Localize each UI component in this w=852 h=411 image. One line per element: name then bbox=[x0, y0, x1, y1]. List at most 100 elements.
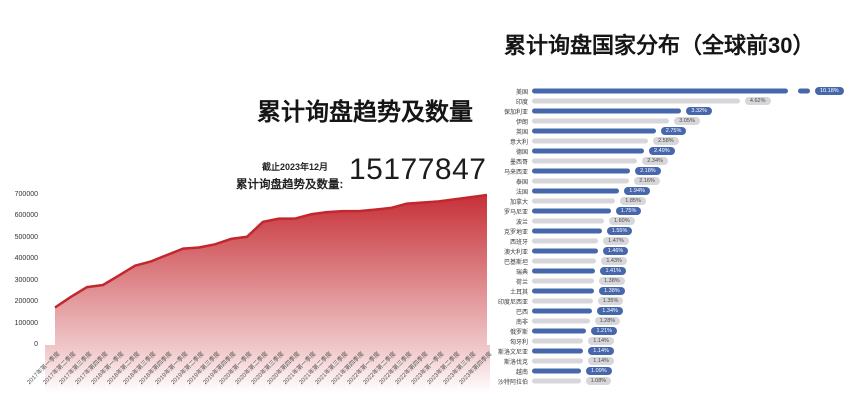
value-badge: 1.85% bbox=[620, 197, 646, 205]
bar-row: 克罗地亚 1.55% bbox=[495, 226, 850, 236]
value-badge: 3.32% bbox=[686, 107, 712, 115]
y-tick-label: 200000 bbox=[14, 298, 38, 306]
bar-row: 西班牙 1.47% bbox=[495, 236, 850, 246]
value-badge: 2.34% bbox=[642, 157, 668, 165]
bar-chart: 美国 10.18% 印度 4.62% 保加利亚 3.32% 伊朗 3.05% 英国 2.75% 意大… bbox=[495, 86, 850, 386]
bar bbox=[532, 258, 597, 264]
bar-track: 1.38% bbox=[532, 286, 850, 296]
bar bbox=[532, 378, 581, 384]
value-badge: 2.49% bbox=[649, 147, 675, 155]
value-badge: 1.46% bbox=[602, 247, 629, 255]
bar bbox=[532, 88, 788, 94]
bar-row: 意大利 2.58% bbox=[495, 136, 850, 146]
as-of-label: 截止2023年12月 bbox=[262, 162, 329, 172]
bar-track: 1.34% bbox=[532, 306, 850, 316]
bar bbox=[532, 218, 604, 224]
bar-track: 2.16% bbox=[532, 176, 850, 186]
bar-row-label: 波兰 bbox=[515, 219, 528, 226]
bar-break-segment bbox=[798, 88, 810, 94]
value-badge: 1.09% bbox=[586, 367, 612, 375]
trend-chart-title: 累计询盘趋势及数量 bbox=[257, 99, 473, 126]
bar-row: 保加利亚 3.32% bbox=[495, 106, 850, 116]
value-badge: 1.28% bbox=[594, 317, 621, 325]
bar-row: 土耳其 1.38% bbox=[495, 286, 850, 296]
bar-row-label: 荷兰 bbox=[515, 279, 528, 286]
value-badge: 2.58% bbox=[653, 137, 679, 145]
bar-row-label: 巴基斯坦 bbox=[503, 259, 528, 266]
bar-row: 伊朗 3.05% bbox=[495, 116, 850, 126]
bar-row-label: 墨西哥 bbox=[509, 159, 528, 166]
value-badge: 3.05% bbox=[674, 117, 700, 125]
bar-row-label: 美国 bbox=[515, 89, 528, 96]
value-badge: 4.62% bbox=[744, 97, 771, 105]
value-badge: 2.75% bbox=[660, 127, 687, 135]
bar-row: 沙特阿拉伯 1.08% bbox=[495, 376, 850, 386]
bar-row: 巴基斯坦 1.43% bbox=[495, 256, 850, 266]
bar-track: 1.94% bbox=[532, 186, 850, 196]
stat-value: 15177847 bbox=[349, 153, 487, 186]
value-badge: 2.18% bbox=[635, 167, 661, 175]
bar-row: 英国 2.75% bbox=[495, 126, 850, 136]
bar-row-label: 澳大利亚 bbox=[503, 249, 528, 256]
bar-track: 1.21% bbox=[532, 326, 850, 336]
value-badge: 1.38% bbox=[599, 287, 625, 295]
bar-track: 1.09% bbox=[532, 366, 850, 376]
bar bbox=[532, 298, 593, 304]
bar-track: 1.14% bbox=[532, 356, 850, 366]
y-tick-label: 500000 bbox=[14, 233, 38, 241]
bar-track: 1.41% bbox=[532, 266, 850, 276]
bar bbox=[532, 248, 598, 254]
bar bbox=[532, 198, 616, 204]
bar bbox=[532, 138, 649, 144]
bar bbox=[532, 128, 656, 134]
bar-row: 澳大利亚 1.46% bbox=[495, 246, 850, 256]
bar-track: 1.46% bbox=[532, 246, 850, 256]
bar-row: 俄罗斯 1.21% bbox=[495, 326, 850, 336]
bar-track: 1.38% bbox=[532, 276, 850, 286]
bar-row-label: 德国 bbox=[515, 149, 528, 156]
area-plot bbox=[54, 193, 488, 345]
bar bbox=[532, 348, 584, 354]
bar-row: 斯洛文尼亚 1.14% bbox=[495, 346, 850, 356]
bar-row: 马来西亚 2.18% bbox=[495, 166, 850, 176]
bar bbox=[532, 358, 584, 364]
bar-track: 1.75% bbox=[532, 206, 850, 216]
bar-row-label: 南非 bbox=[515, 319, 528, 326]
bar bbox=[532, 238, 599, 244]
area-line bbox=[54, 193, 488, 309]
bar-row-label: 意大利 bbox=[509, 139, 528, 146]
stat-label: 累计询盘趋势及数量: bbox=[236, 179, 344, 191]
bar bbox=[532, 268, 596, 274]
bar-row-label: 马来西亚 bbox=[503, 169, 528, 176]
bar-track: 2.49% bbox=[532, 146, 850, 156]
value-badge: 1.35% bbox=[597, 297, 624, 305]
bar-row-label: 印度 bbox=[515, 99, 528, 106]
bar bbox=[532, 98, 740, 104]
bar bbox=[532, 208, 611, 214]
bar-row: 泰国 2.16% bbox=[495, 176, 850, 186]
bar-row: 罗马尼亚 1.75% bbox=[495, 206, 850, 216]
value-badge: 1.14% bbox=[588, 347, 614, 355]
bar-row: 美国 10.18% bbox=[495, 86, 850, 96]
bar-track: 3.32% bbox=[532, 106, 850, 116]
bar-row-label: 巴西 bbox=[515, 309, 528, 316]
bar-row: 荷兰 1.38% bbox=[495, 276, 850, 286]
bar-row: 墨西哥 2.34% bbox=[495, 156, 850, 166]
bar bbox=[532, 338, 584, 344]
bar-track: 1.14% bbox=[532, 336, 850, 346]
value-badge: 1.38% bbox=[599, 277, 625, 285]
value-badge: 1.75% bbox=[615, 207, 642, 215]
bar bbox=[532, 148, 645, 154]
y-tick-label: 400000 bbox=[14, 255, 38, 263]
value-badge: 1.47% bbox=[603, 237, 629, 245]
bar-row-label: 保加利亚 bbox=[503, 109, 528, 116]
bar-track: 1.43% bbox=[532, 256, 850, 266]
bar bbox=[532, 278, 595, 284]
bar-row: 印度尼西亚 1.35% bbox=[495, 296, 850, 306]
bar-track: 4.62% bbox=[532, 96, 850, 106]
y-tick-label: 100000 bbox=[14, 319, 38, 327]
bar bbox=[532, 188, 620, 194]
value-badge: 1.41% bbox=[600, 267, 627, 275]
bar-track: 1.08% bbox=[532, 376, 850, 386]
